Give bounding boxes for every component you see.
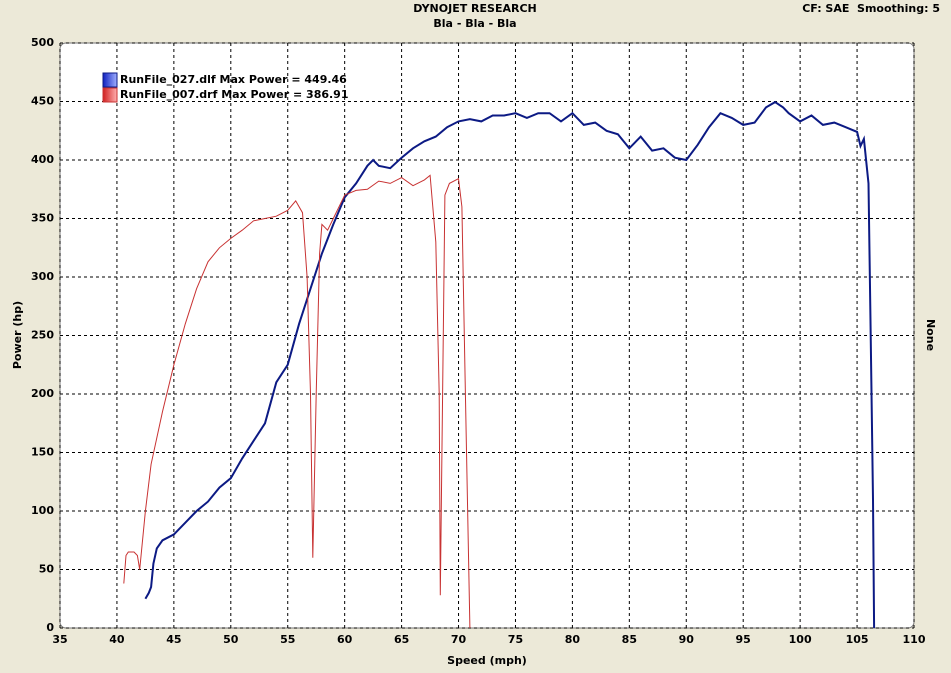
x-tick-label: 75 — [508, 633, 523, 646]
y-tick-label: 500 — [31, 36, 54, 49]
y-tick-label: 150 — [31, 446, 54, 459]
y-tick-label: 350 — [31, 212, 54, 225]
series-line — [123, 174, 471, 629]
y-axis-label: Power (hp) — [11, 301, 24, 369]
y2-axis-label: None — [924, 319, 937, 351]
legend-label: RunFile_027.dlf Max Power = 449.46 — [120, 73, 347, 86]
y-tick-label: 400 — [31, 153, 54, 166]
x-tick-label: 110 — [903, 633, 926, 646]
x-tick-label: 40 — [109, 633, 125, 646]
y-tick-label: 200 — [31, 387, 54, 400]
legend-label: RunFile_007.drf Max Power = 386.91 — [120, 88, 349, 101]
x-tick-label: 80 — [565, 633, 581, 646]
x-tick-label: 35 — [52, 633, 67, 646]
x-tick-label: 100 — [789, 633, 812, 646]
chart-title: DYNOJET RESEARCH — [413, 2, 536, 15]
y-tick-label: 50 — [39, 563, 55, 576]
legend-swatch — [102, 72, 118, 88]
x-tick-label: 55 — [280, 633, 295, 646]
x-tick-label: 45 — [166, 633, 181, 646]
x-tick-label: 60 — [337, 633, 353, 646]
x-tick-label: 65 — [394, 633, 409, 646]
y-tick-label: 300 — [31, 270, 54, 283]
x-tick-label: 105 — [846, 633, 869, 646]
series-line — [144, 100, 876, 629]
x-tick-label: 50 — [223, 633, 239, 646]
x-tick-label: 95 — [736, 633, 751, 646]
header-info: CF: SAE Smoothing: 5 — [802, 2, 940, 15]
x-tick-label: 90 — [679, 633, 695, 646]
y-tick-label: 0 — [46, 621, 54, 634]
y-tick-label: 250 — [31, 329, 54, 342]
legend-swatch — [102, 87, 118, 103]
y-tick-label: 450 — [31, 95, 54, 108]
chart-subtitle: Bla - Bla - Bla — [433, 17, 516, 30]
y-tick-label: 100 — [31, 504, 54, 517]
x-tick-label: 70 — [451, 633, 467, 646]
x-tick-label: 85 — [622, 633, 637, 646]
x-axis-label: Speed (mph) — [447, 654, 527, 667]
